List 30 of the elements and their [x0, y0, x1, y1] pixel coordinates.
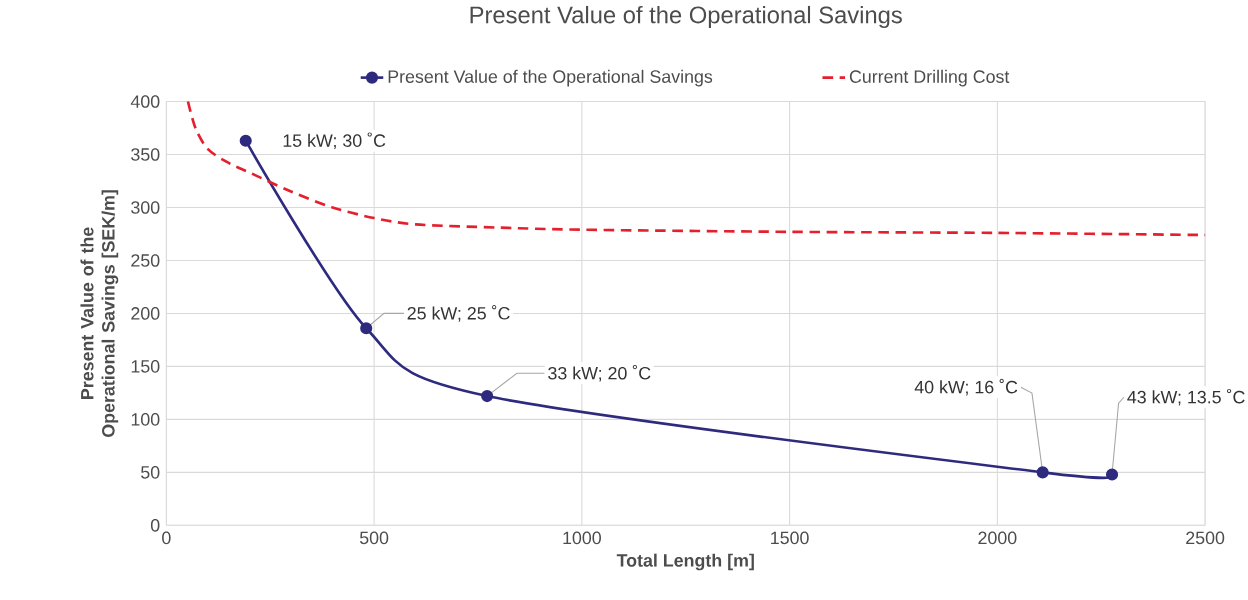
annotation: 33 kW; 20 ˚C	[548, 365, 651, 382]
annotation: 40 kW; 16 ˚C	[914, 379, 1018, 396]
chart-title: Present Value of the Operational Savings	[470, 6, 902, 29]
point	[1036, 466, 1049, 479]
y-tick-label: 300	[131, 201, 160, 214]
x-tick-label: 500	[359, 531, 389, 545]
x-tick-label: 0	[162, 531, 171, 545]
y-tick-label: 250	[131, 254, 160, 267]
legend-label: Current Drilling Cost	[849, 70, 1010, 87]
point	[360, 322, 373, 335]
point	[1105, 468, 1119, 481]
y-tick-label: 150	[131, 360, 160, 373]
point	[239, 134, 252, 147]
y-tick-label: 100	[131, 413, 160, 426]
y-tick-label: 400	[130, 95, 160, 109]
legend-label: Present Value of the Operational Savings	[388, 70, 713, 87]
y-tick-label: 50	[141, 466, 160, 479]
x-tick-label: 1000	[563, 531, 601, 545]
y-tick-label: 350	[131, 148, 160, 161]
y-axis-title: Present Value of the Operational Savings [SEK/m]	[80, 190, 119, 438]
point	[481, 390, 494, 403]
annotation: 15 kW; 30 ˚C	[283, 132, 386, 150]
y-tick-label: 0	[150, 519, 160, 532]
x-axis-title: Total Length [m]	[616, 553, 754, 571]
annotation: 25 kW; 25 ˚C	[407, 305, 510, 322]
x-tick-label: 2500	[1186, 531, 1225, 545]
annotation: 43 kW; 13.5 ˚C	[1127, 389, 1245, 406]
x-tick-label: 1500	[771, 531, 809, 545]
x-tick-label: 2000	[978, 531, 1017, 545]
y-tick-label: 200	[131, 307, 160, 320]
